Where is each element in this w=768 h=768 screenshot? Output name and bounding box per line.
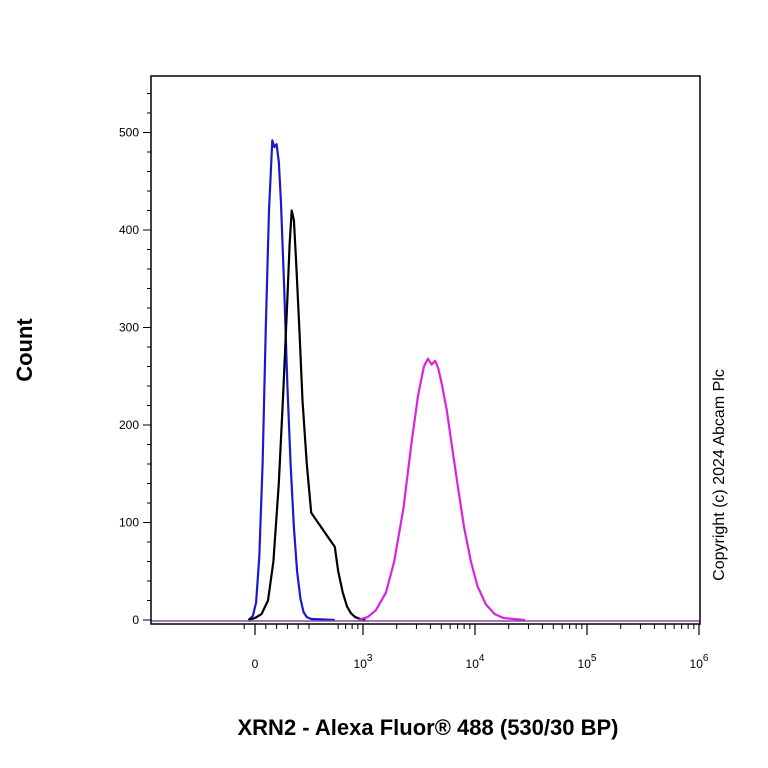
histogram-curves bbox=[151, 139, 700, 622]
y-axis: 0 100 200 300 400 500 bbox=[119, 93, 151, 627]
histogram-series-1 bbox=[247, 139, 335, 622]
histogram-series-3 bbox=[357, 357, 526, 622]
histogram-series-2 bbox=[248, 209, 366, 622]
y-tick-label: 100 bbox=[119, 516, 139, 530]
y-tick-label: 0 bbox=[132, 613, 139, 627]
y-tick-label: 500 bbox=[119, 126, 139, 140]
x-tick-label: 104 bbox=[466, 653, 485, 671]
x-tick-label: 106 bbox=[690, 653, 709, 671]
x-axis: 0 103 104 105 106 bbox=[243, 624, 709, 671]
x-tick-label: 105 bbox=[578, 653, 597, 671]
copyright-notice: Copyright (c) 2024 Abcam Plc bbox=[711, 369, 728, 581]
x-tick-label: 103 bbox=[354, 653, 373, 671]
y-tick-label: 400 bbox=[119, 223, 139, 237]
y-tick-label: 300 bbox=[119, 321, 139, 335]
x-axis-title: XRN2 - Alexa Fluor® 488 (530/30 BP) bbox=[238, 715, 619, 740]
x-tick-label: 0 bbox=[252, 657, 259, 671]
y-tick-label: 200 bbox=[119, 418, 139, 432]
y-axis-title: Count bbox=[12, 318, 37, 382]
plot-frame bbox=[150, 75, 701, 625]
